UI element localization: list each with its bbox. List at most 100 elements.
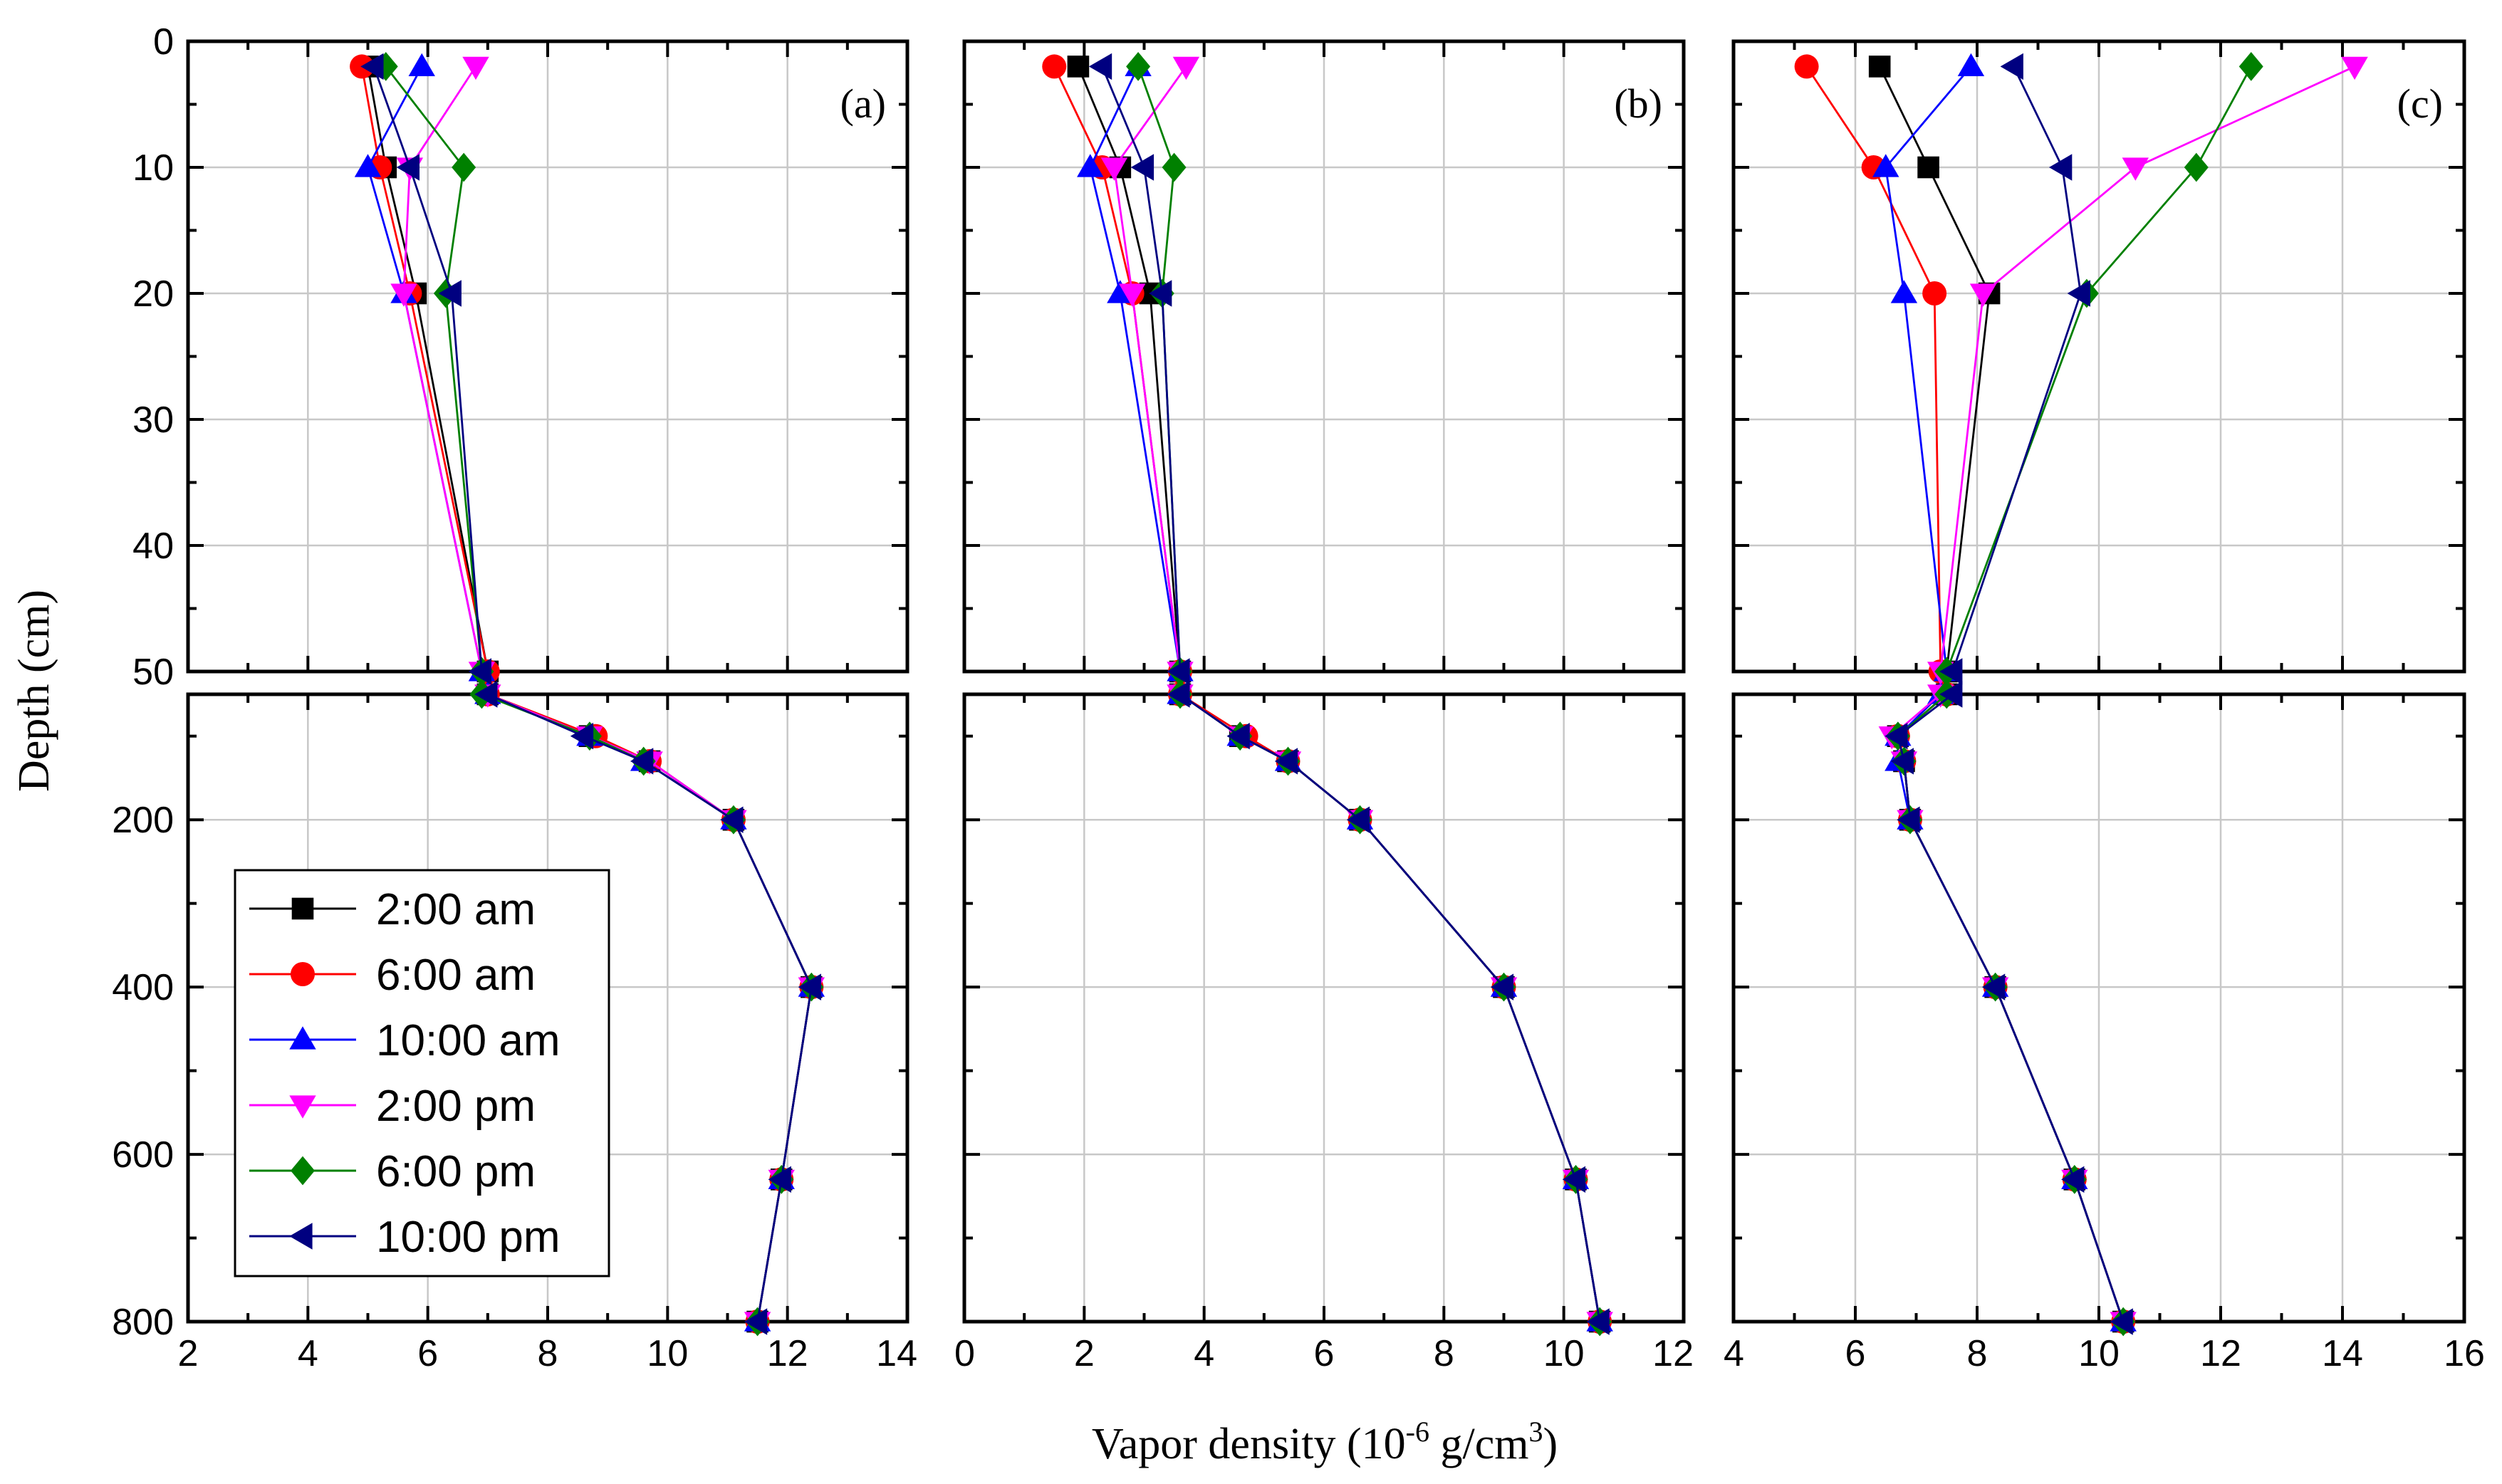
x-tick-label: 12 bbox=[767, 1333, 808, 1374]
data-point bbox=[1149, 280, 1172, 307]
series-line-top bbox=[367, 66, 489, 672]
legend-label: 6:00 pm bbox=[376, 1147, 536, 1196]
data-point bbox=[1969, 283, 1997, 307]
data-point bbox=[1162, 152, 1187, 182]
data-point bbox=[390, 283, 417, 307]
x-tick-label: 6 bbox=[417, 1333, 438, 1374]
data-point bbox=[1274, 748, 1298, 775]
data-point bbox=[1794, 54, 1819, 79]
data-point bbox=[474, 681, 498, 708]
legend-entry: 2:00 am bbox=[249, 885, 536, 934]
series-line-top bbox=[385, 66, 483, 672]
legend-label: 10:00 am bbox=[376, 1016, 561, 1065]
data-point bbox=[1490, 973, 1514, 1000]
series-line-top bbox=[1939, 66, 2355, 672]
data-point bbox=[570, 723, 594, 750]
data-point bbox=[1042, 54, 1067, 79]
data-point bbox=[1172, 56, 1200, 80]
data-point bbox=[408, 53, 435, 76]
x-tick-label: 12 bbox=[1652, 1333, 1694, 1374]
data-point bbox=[1939, 658, 1963, 685]
data-point bbox=[720, 806, 744, 833]
data-point bbox=[1226, 723, 1250, 750]
x-tick-label: 14 bbox=[876, 1333, 917, 1374]
data-point bbox=[438, 280, 462, 307]
x-tick-label: 6 bbox=[1314, 1333, 1335, 1374]
data-point bbox=[2067, 280, 2090, 307]
x-tick-label: 16 bbox=[2444, 1333, 2485, 1374]
data-point bbox=[468, 658, 492, 685]
data-point bbox=[1126, 52, 1151, 81]
x-tick-label: 10 bbox=[1543, 1333, 1585, 1374]
y-axis-label: Depth (cm) bbox=[10, 590, 58, 792]
legend-entries: 2:00 am 6:00 am 10:00 am 2:00 pm 6:00 pm 10:0… bbox=[249, 885, 561, 1262]
data-point bbox=[452, 152, 476, 182]
legend-entry: 6:00 am bbox=[249, 951, 536, 1000]
series-line-bottom bbox=[1179, 693, 1601, 1322]
series-line-bottom bbox=[1897, 694, 2125, 1322]
data-point bbox=[1885, 723, 1908, 750]
y-tick-label: 0 bbox=[153, 21, 174, 63]
legend: 2:00 am 6:00 am 10:00 am 2:00 pm 6:00 pm 10:0… bbox=[234, 869, 610, 1277]
legend-marker bbox=[289, 1095, 316, 1119]
x-axis-label: Vapor density (10-6 g/cm3) bbox=[1092, 1416, 1558, 1468]
data-point bbox=[2000, 53, 2023, 80]
series-line-bottom bbox=[1897, 693, 2125, 1322]
legend-marker bbox=[291, 1156, 315, 1186]
data-point bbox=[768, 1166, 791, 1193]
x-tick-label: 6 bbox=[1845, 1333, 1866, 1374]
data-point bbox=[1167, 658, 1190, 685]
x-tick-label: 2 bbox=[178, 1333, 199, 1374]
x-tick-label: 10 bbox=[2078, 1333, 2120, 1374]
data-point bbox=[1100, 157, 1128, 181]
series-line-top bbox=[1089, 66, 1182, 672]
x-tick-label: 12 bbox=[2200, 1333, 2241, 1374]
data-point bbox=[360, 53, 384, 80]
data-point bbox=[1167, 681, 1190, 708]
data-point bbox=[1897, 806, 1920, 833]
x-tick-label: 2 bbox=[1074, 1333, 1095, 1374]
grid-layer bbox=[188, 41, 2464, 1322]
series-line-top bbox=[1951, 66, 2082, 672]
y-tick-label: 800 bbox=[112, 1302, 174, 1343]
data-point bbox=[396, 154, 420, 181]
series-line-bottom bbox=[1179, 693, 1601, 1322]
data-point bbox=[1346, 806, 1370, 833]
data-point bbox=[1890, 748, 1914, 775]
data-point bbox=[1586, 1308, 1610, 1335]
data-point bbox=[630, 748, 654, 775]
legend-box bbox=[234, 869, 610, 1277]
data-point bbox=[1939, 681, 1963, 708]
y-tick-label: 400 bbox=[112, 967, 174, 1008]
x-tick-label: 4 bbox=[1194, 1333, 1214, 1374]
data-point bbox=[2238, 52, 2263, 81]
data-point bbox=[2184, 152, 2209, 182]
x-tick-label: 4 bbox=[1724, 1333, 1744, 1374]
data-point bbox=[1957, 53, 1985, 76]
x-tick-label: 4 bbox=[298, 1333, 318, 1374]
data-point bbox=[2122, 157, 2149, 181]
series-line-bottom bbox=[1897, 693, 2125, 1322]
y-tick-label: 20 bbox=[132, 273, 174, 315]
legend-marker bbox=[291, 897, 314, 920]
data-point bbox=[1922, 281, 1947, 305]
data-point bbox=[798, 973, 821, 1000]
label-layer: 2 4 6 8 10 12 14 (a) 0 2 4 6 8 10 12 (b) 4 6 8 10 12 14 16 (c) 0… bbox=[112, 21, 2485, 1374]
panel-label: (a) bbox=[840, 80, 886, 127]
x-tick-label: 8 bbox=[1434, 1333, 1454, 1374]
data-point bbox=[1088, 53, 1112, 80]
data-point bbox=[1872, 154, 1899, 177]
legend-entry: 6:00 pm bbox=[249, 1147, 536, 1196]
data-point bbox=[2341, 56, 2368, 80]
series-line-top bbox=[1077, 66, 1182, 672]
legend-marker bbox=[289, 1223, 313, 1250]
series-line-top bbox=[1805, 66, 1942, 672]
panel-label: (c) bbox=[2397, 80, 2443, 127]
x-tick-label: 0 bbox=[954, 1333, 975, 1374]
data-point bbox=[1562, 1166, 1586, 1193]
y-tick-label: 600 bbox=[112, 1134, 174, 1176]
legend-label: 2:00 pm bbox=[376, 1082, 536, 1131]
series-line-top bbox=[372, 66, 483, 672]
legend-label: 6:00 am bbox=[376, 951, 536, 1000]
